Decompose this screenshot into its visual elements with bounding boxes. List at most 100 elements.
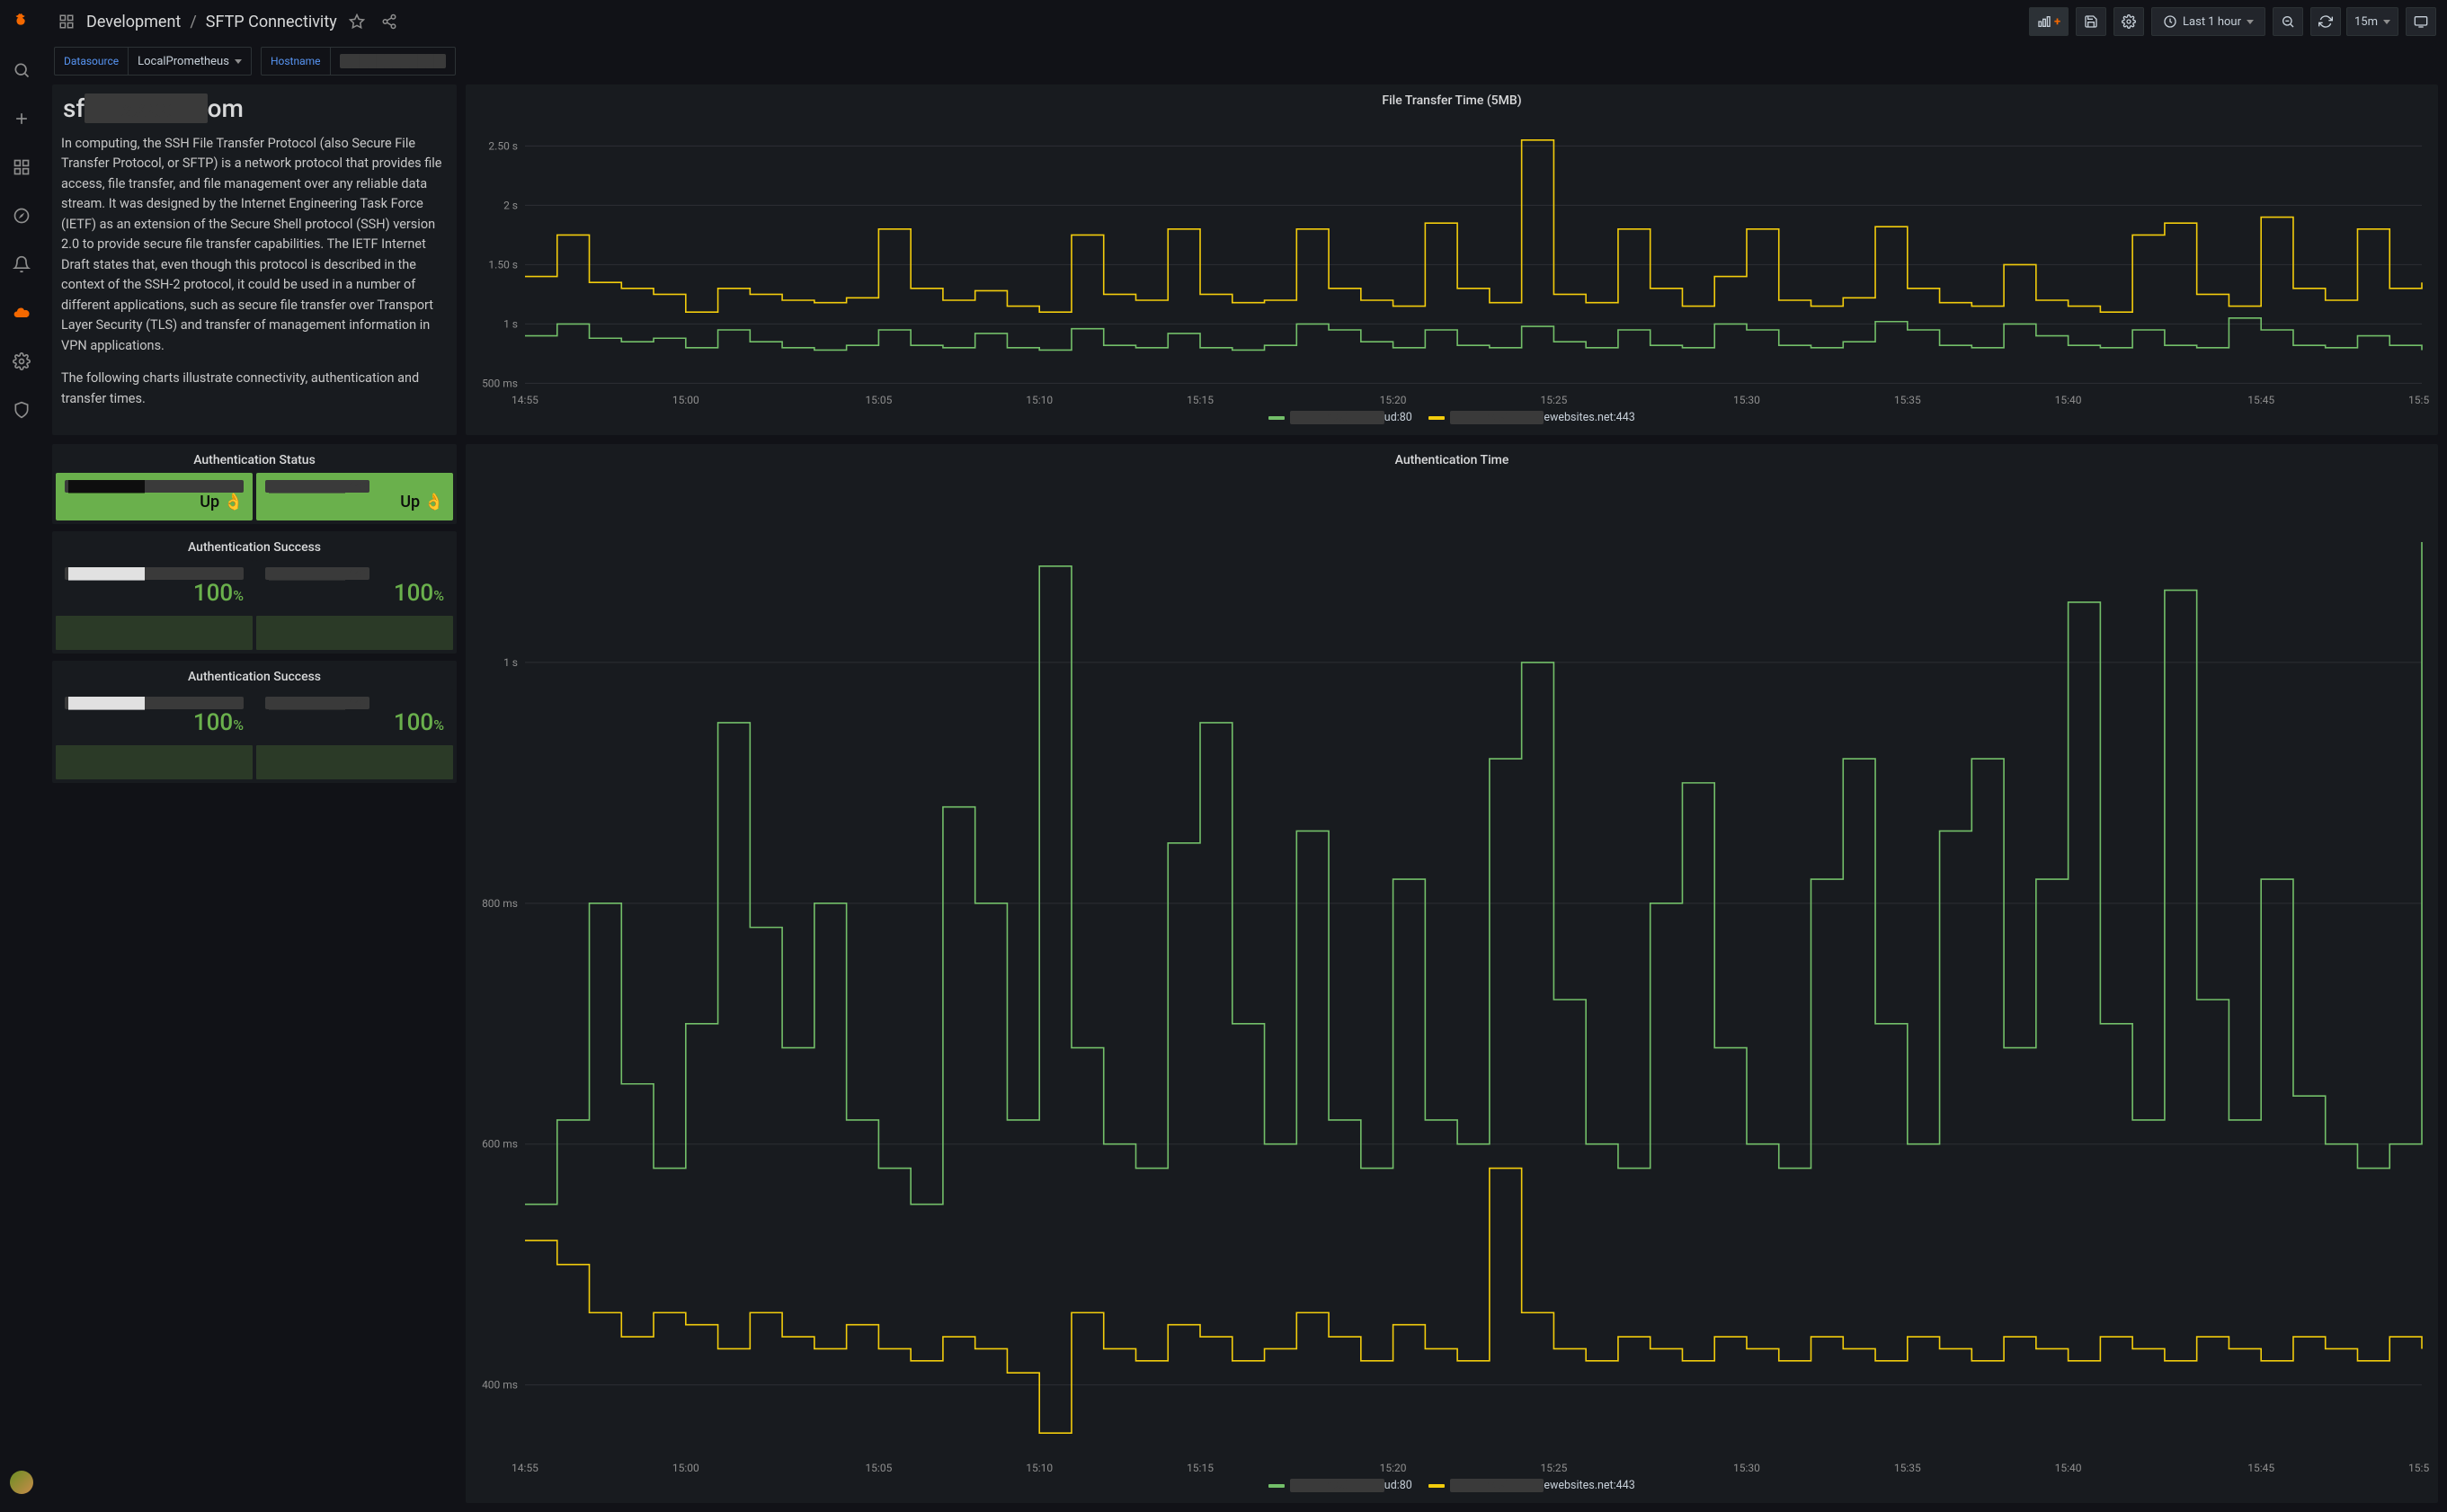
- breadcrumb-dashboard[interactable]: SFTP Connectivity: [206, 13, 337, 31]
- svg-text:14:55: 14:55: [512, 394, 538, 406]
- stat-value: 100%: [65, 580, 244, 607]
- cloud-icon[interactable]: [7, 298, 36, 327]
- explore-icon[interactable]: [7, 201, 36, 230]
- svg-text:800 ms: 800 ms: [482, 897, 518, 910]
- panel-title: Authentication Time: [466, 444, 2438, 473]
- panel-auth-status[interactable]: Authentication Status ██████████ Up 👌 ██…: [52, 444, 457, 524]
- stat-cell: ██████████ 100%: [56, 689, 253, 745]
- svg-text:500 ms: 500 ms: [482, 377, 518, 389]
- svg-text:1.50 s: 1.50 s: [488, 258, 518, 271]
- zoom-out-button[interactable]: [2273, 7, 2303, 36]
- text-panel-heading: sfxxxxom: [63, 93, 448, 123]
- svg-text:14:55: 14:55: [512, 1462, 538, 1474]
- legend-item[interactable]: hostewebsites.net:443: [1428, 1479, 1635, 1492]
- breadcrumb: Development / SFTP Connectivity: [86, 13, 337, 31]
- save-button[interactable]: [2076, 7, 2106, 36]
- shield-icon[interactable]: [7, 396, 36, 424]
- svg-text:15:05: 15:05: [865, 394, 892, 406]
- svg-text:400 ms: 400 ms: [482, 1379, 518, 1392]
- legend-item[interactable]: hostud:80: [1268, 411, 1412, 424]
- refresh-interval-picker[interactable]: 15m: [2346, 7, 2398, 36]
- svg-text:15:35: 15:35: [1894, 1462, 1921, 1474]
- legend-item[interactable]: hostud:80: [1268, 1479, 1412, 1492]
- dashboards-icon[interactable]: [54, 9, 79, 34]
- svg-text:15:05: 15:05: [865, 1462, 892, 1474]
- var-hostname-label: Hostname: [261, 47, 331, 76]
- svg-text:15:15: 15:15: [1187, 394, 1214, 406]
- sidebar: [0, 0, 43, 1512]
- settings-icon[interactable]: [7, 347, 36, 376]
- search-icon[interactable]: [7, 56, 36, 84]
- text-panel-p1: In computing, the SSH File Transfer Prot…: [61, 134, 448, 356]
- time-range-label: Last 1 hour: [2183, 15, 2241, 29]
- panel-title: File Transfer Time (5MB): [466, 84, 2438, 113]
- svg-text:15:40: 15:40: [2055, 1462, 2082, 1474]
- svg-text:15:45: 15:45: [2247, 394, 2274, 406]
- stat-value: 100%: [65, 709, 244, 736]
- svg-text:1 s: 1 s: [503, 656, 518, 669]
- svg-text:15:45: 15:45: [2247, 1462, 2274, 1474]
- svg-text:15:00: 15:00: [672, 1462, 699, 1474]
- dashboard-settings-button[interactable]: [2113, 7, 2144, 36]
- chevron-down-icon: [2383, 20, 2390, 24]
- svg-text:15:30: 15:30: [1733, 1462, 1760, 1474]
- panel-auth-success-1[interactable]: Authentication Success ██████████ 100% █…: [52, 531, 457, 654]
- chart-auth[interactable]: 400 ms 600 ms 800 ms 1 s 14:55 15:00 15:05 15:1…: [475, 476, 2429, 1475]
- text-panel-p2: The following charts illustrate connecti…: [61, 369, 448, 409]
- panel-auth-time[interactable]: Authentication Time 400 ms 600 ms 800 ms 1 …: [466, 444, 2438, 1503]
- var-datasource-label: Datasource: [54, 47, 129, 76]
- stat-value: 100%: [265, 580, 444, 607]
- stat-cell: ██████████ 100%: [56, 560, 253, 616]
- panel-title: Authentication Success: [52, 531, 457, 560]
- plus-icon[interactable]: [7, 104, 36, 133]
- chart-legend: hostud:80 hostewebsites.net:443: [475, 407, 2429, 430]
- panel-title: Authentication Status: [52, 444, 457, 473]
- svg-text:15:15: 15:15: [1187, 1462, 1214, 1474]
- sparkline: [52, 616, 457, 650]
- breadcrumb-folder[interactable]: Development: [86, 13, 181, 31]
- alerting-icon[interactable]: [7, 250, 36, 279]
- variable-bar: Datasource LocalPrometheus Hostname ████…: [43, 43, 2447, 84]
- svg-text:15:20: 15:20: [1380, 394, 1407, 406]
- svg-text:1 s: 1 s: [503, 317, 518, 330]
- svg-text:15:20: 15:20: [1380, 1462, 1407, 1474]
- dashboards-icon[interactable]: [7, 153, 36, 182]
- chevron-down-icon: [2247, 20, 2254, 24]
- chart-legend: hostud:80 hostewebsites.net:443: [475, 1475, 2429, 1498]
- var-hostname-value[interactable]: ████████████: [331, 47, 457, 76]
- refresh-button[interactable]: [2310, 7, 2341, 36]
- stat-cell: ██████████:443 Up 👌: [256, 473, 453, 520]
- svg-text:15:50: 15:50: [2408, 394, 2429, 406]
- stat-cell: ██████████:443 100%: [256, 689, 453, 745]
- share-icon[interactable]: [377, 9, 402, 34]
- svg-text:15:00: 15:00: [672, 394, 699, 406]
- svg-text:2.50 s: 2.50 s: [488, 139, 518, 152]
- stat-cell: ██████████:443 100%: [256, 560, 453, 616]
- panel-text: sfxxxxom In computing, the SSH File Tran…: [52, 84, 457, 435]
- chevron-down-icon: [235, 59, 242, 64]
- panel-transfer-time[interactable]: File Transfer Time (5MB) 500 ms 1 s 1.50 s…: [466, 84, 2438, 435]
- refresh-interval-label: 15m: [2354, 15, 2378, 29]
- svg-text:15:30: 15:30: [1733, 394, 1760, 406]
- svg-text:15:25: 15:25: [1540, 394, 1567, 406]
- svg-text:15:25: 15:25: [1540, 1462, 1567, 1474]
- svg-text:15:10: 15:10: [1026, 394, 1053, 406]
- stat-value: Up 👌: [265, 493, 444, 511]
- time-range-picker[interactable]: Last 1 hour: [2151, 7, 2265, 36]
- star-icon[interactable]: [344, 9, 369, 34]
- svg-text:15:50: 15:50: [2408, 1462, 2429, 1474]
- grafana-logo-icon[interactable]: [7, 7, 36, 36]
- add-panel-button[interactable]: +: [2029, 7, 2069, 36]
- panel-auth-success-2[interactable]: Authentication Success ██████████ 100% █…: [52, 661, 457, 783]
- topbar: Development / SFTP Connectivity +: [43, 0, 2447, 43]
- stat-value: 100%: [265, 709, 444, 736]
- svg-text:15:40: 15:40: [2055, 394, 2082, 406]
- chart-transfer[interactable]: 500 ms1 s1.50 s2 s2.50 s14:5515:0015:051…: [475, 117, 2429, 407]
- legend-item[interactable]: hostewebsites.net:443: [1428, 411, 1635, 424]
- tv-mode-button[interactable]: [2406, 7, 2436, 36]
- avatar[interactable]: [10, 1471, 33, 1494]
- svg-text:600 ms: 600 ms: [482, 1138, 518, 1151]
- var-datasource-value[interactable]: LocalPrometheus: [129, 47, 252, 76]
- stat-value: Up 👌: [65, 493, 244, 511]
- panel-title: Authentication Success: [52, 661, 457, 689]
